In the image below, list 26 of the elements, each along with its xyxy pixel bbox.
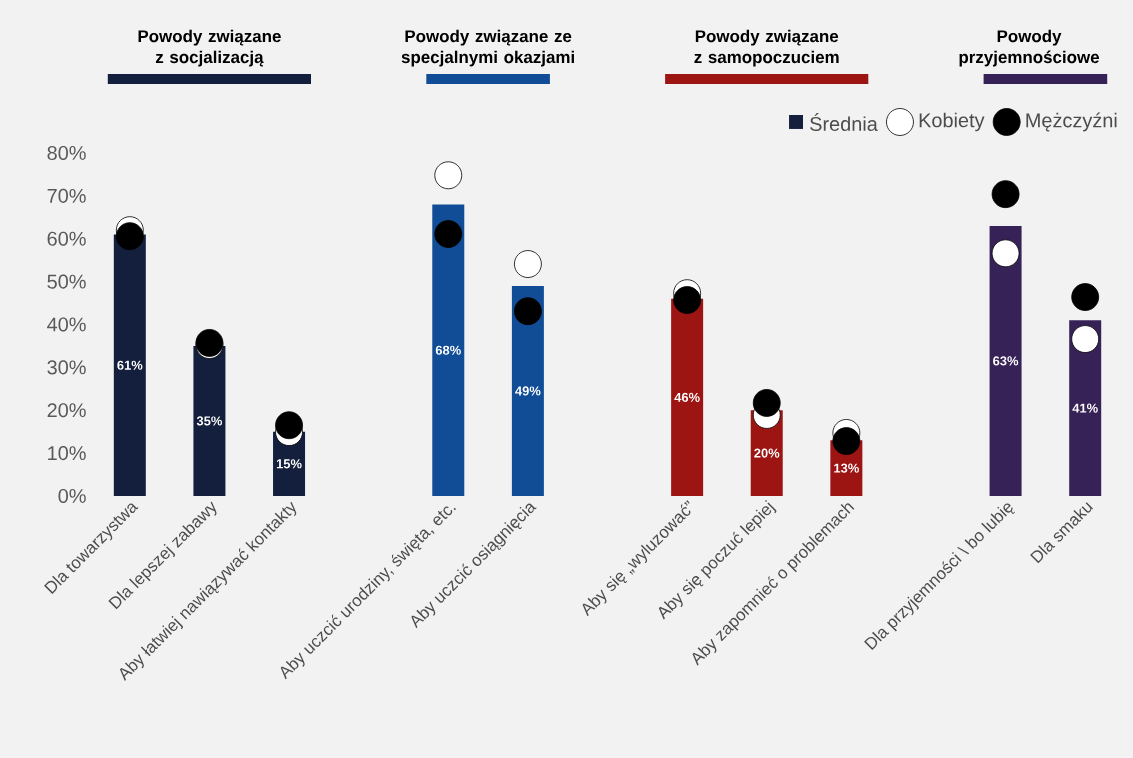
text: Powody przyjemnościowe xyxy=(959,29,1100,67)
legend-label: Średnia xyxy=(810,112,878,132)
data-label: 63% xyxy=(993,356,1019,366)
y-tick-label: 10% xyxy=(48,446,86,461)
legend-label: Mężczyźni xyxy=(1026,112,1117,132)
y-tick-label: 40% xyxy=(47,317,86,332)
y-tick-label: 50% xyxy=(47,274,86,289)
y-tick-label: 30% xyxy=(47,360,86,375)
y-tick-label: 80% xyxy=(47,145,86,161)
data-label: 61% xyxy=(117,360,143,370)
y-tick-label: 0% xyxy=(58,488,86,504)
data-label: 35% xyxy=(196,416,223,426)
text: Powody związane ze specjalnymi okazjami xyxy=(401,29,574,67)
y-tick-label: 20% xyxy=(47,403,86,418)
data-label: 20% xyxy=(754,448,780,458)
data-label: 49% xyxy=(515,386,541,396)
legend-label: Kobiety xyxy=(919,112,985,132)
text: Powody związane z samopoczuciem xyxy=(694,29,839,67)
text: Powody związane z socjalizacją xyxy=(138,29,281,67)
y-tick-label: 70% xyxy=(47,188,86,203)
data-label: 68% xyxy=(435,345,461,355)
data-label: 41% xyxy=(1072,403,1098,413)
data-label: 13% xyxy=(834,463,859,473)
data-label: 46% xyxy=(674,392,700,402)
y-tick-label: 60% xyxy=(47,231,86,246)
data-label: 15% xyxy=(276,459,302,469)
